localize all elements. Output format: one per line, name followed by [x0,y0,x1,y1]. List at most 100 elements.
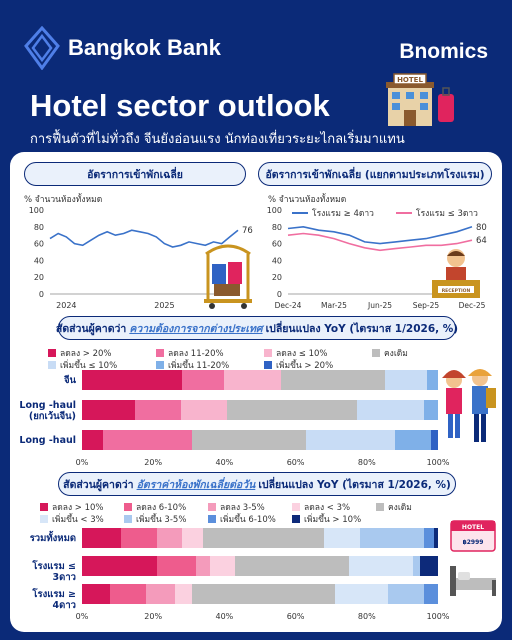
chart2-title: อัตราการเข้าพักเฉลี่ย (แยกตามประเภทโรงแร… [265,168,485,181]
bar-segment [156,528,182,548]
x-tick-label: 60% [286,612,305,621]
legend-item: ลดลง > 20% [48,346,112,360]
chart2-plot: 0 20 40 60 80 100 80 64 Dec-24 Mar-25 Jun-25 Sep-25… [267,206,487,310]
legend-label: ลดลง 11-20% [168,349,224,359]
legend-swatch [124,515,132,523]
bar-segment [174,584,193,604]
chart1-plot: 0 20 40 60 80 100 76 2024 2025 [29,206,253,310]
legend-item: ลดลง 6-10% [124,500,186,514]
y-tick-label: 20 [34,273,44,282]
brand-name: Bangkok Bank [68,35,221,60]
legend-label: ลดลง < 3% [304,503,351,513]
legend-swatch [40,515,48,523]
legend-item: คงเดิม [376,500,412,514]
x-tick-label: 40% [215,458,234,467]
legend-label: ลดลง 3-5% [220,503,265,513]
svg-text:RECEPTION: RECEPTION [442,288,471,294]
legend-label: ลดลง > 10% [52,503,104,513]
y-tick-label: 100 [29,206,44,215]
bed-icon [450,566,496,596]
legend-line-pink [396,212,412,214]
legend-item: ลดลง 3-5% [208,500,265,514]
legend-swatch [264,361,272,369]
legend-item: เพิ่มขึ้น > 10% [292,512,361,526]
content-card: อัตราการเข้าพักเฉลี่ย % จำนวนห้องทั้งหมด… [10,152,502,632]
y-tick-label: 80 [272,223,282,232]
x-tick-label: 20% [144,612,163,621]
y-tick-label: 40 [272,256,282,265]
bar-segment [281,370,385,390]
bangkok-bank-logo: Bangkok Bank [24,26,221,70]
chart1-title: อัตราการเข้าพักเฉลี่ย [87,168,183,181]
bar-segment [423,528,435,548]
bar-segment [146,584,175,604]
category-label: Long -haul (ยกเว้นจีน) [19,400,76,422]
x-tick-label: 20% [144,458,163,467]
bar-segment [423,584,438,604]
chart3-title-prefix: สัดส่วนผู้คาดว่า [55,322,127,335]
legend-label: เพิ่มขึ้น > 10% [304,515,362,525]
x-tick-label: 80% [357,458,376,467]
bar-segment [181,370,225,390]
series-line-0 [287,225,473,245]
svg-text:HOTEL: HOTEL [462,524,484,531]
legend-swatch [156,361,164,369]
legend-label: คงเดิม [388,503,412,513]
bar-segment [82,400,135,420]
tourists-icon [442,369,496,442]
bar-segment [192,430,307,450]
stacked-bar [82,528,438,548]
legend-swatch [156,349,164,357]
bar-segment [181,528,204,548]
x-tick-label: 2024 [56,301,76,310]
bar-segment [180,400,227,420]
legend-item: เพิ่มขึ้น 3-5% [124,512,186,526]
x-tick-label: 0% [75,458,89,467]
legend-label: คงเดิม [384,349,408,359]
bar-segment [82,556,157,576]
bar-segment [388,584,424,604]
y-tick-label: 0 [39,290,44,299]
x-tick-label: Dec-24 [275,301,302,310]
legend-swatch [208,515,216,523]
legend-swatch [208,503,216,511]
y-tick-label: 40 [34,256,44,265]
x-tick-label: Sep-25 [413,301,440,310]
bar-segment [334,584,389,604]
bar-segment [306,430,396,450]
stacked-bar [82,556,438,576]
legend-item: เพิ่มขึ้น < 3% [40,512,104,526]
y-tick-label: 0 [277,290,282,299]
series-line-0 [49,229,239,248]
bar-segment [356,400,424,420]
bar-segment [121,528,157,548]
bar-segment [156,556,196,576]
bar-segment [324,528,360,548]
x-tick-label: Mar-25 [321,301,347,310]
legend-swatch [264,349,272,357]
chart2-legend-3star: โรงแรม ≤ 3ดาว [396,206,478,220]
end-value-label: 64 [476,236,487,246]
bar-segment [192,584,335,604]
legend-item: เพิ่มขึ้น > 20% [264,358,333,372]
bar-segment [103,430,193,450]
legend-item: เพิ่มขึ้น 11-20% [156,358,229,372]
legend-label: ลดลง ≤ 10% [276,349,328,359]
stacked-bar [82,370,438,390]
lotus-logo-icon [24,26,60,70]
stacked-bar [82,584,438,604]
legend-label-4star: โรงแรม ≥ 4ดาว [312,209,374,219]
chart3-title-suffix: เปลี่ยนแปลง YoY (ไตรมาส 1/2026, %) [265,322,459,335]
y-tick-label: 20 [272,273,282,282]
category-label: โรงแรม ≥ 4ดาว [32,589,76,611]
legend-swatch [48,349,56,357]
category-label: รวมทั้งหมด [29,533,76,544]
chart1-title-pill: อัตราการเข้าพักเฉลี่ย [24,162,246,186]
end-value-label: 76 [242,226,253,236]
stacked-bar [82,400,438,420]
chart3-title-highlight: ความต้องการจากต่างประเทศ [129,322,263,335]
bar-segment [110,584,147,604]
bar-segment [427,370,438,390]
y-tick-label: 100 [267,206,282,215]
chart3-title-pill: สัดส่วนผู้คาดว่า ความต้องการจากต่างประเท… [55,316,459,340]
